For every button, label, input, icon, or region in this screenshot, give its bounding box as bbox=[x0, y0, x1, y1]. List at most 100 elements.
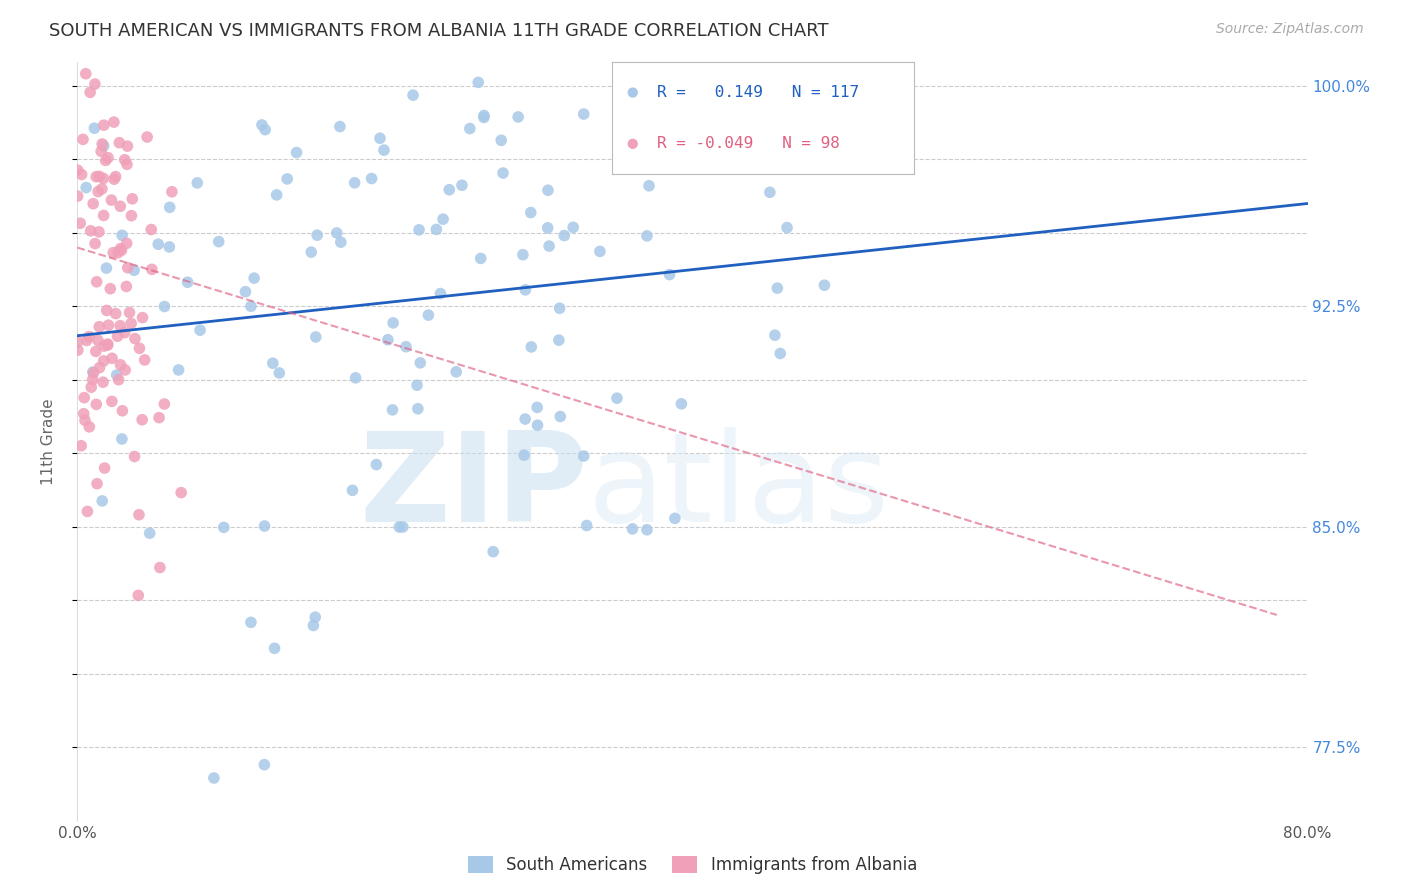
Point bbox=[553, 228, 575, 243]
Point bbox=[115, 279, 138, 293]
Point bbox=[776, 220, 799, 235]
Point bbox=[96, 303, 118, 318]
Point bbox=[111, 228, 134, 243]
Point bbox=[186, 176, 208, 190]
Point bbox=[98, 282, 121, 296]
Point bbox=[621, 136, 644, 151]
Point bbox=[93, 209, 115, 223]
Point bbox=[392, 520, 415, 534]
Point bbox=[472, 108, 495, 122]
Point bbox=[70, 439, 93, 453]
Point bbox=[76, 504, 98, 518]
Point bbox=[212, 520, 235, 534]
Point bbox=[89, 169, 111, 184]
Point bbox=[110, 244, 132, 258]
Point bbox=[188, 323, 211, 337]
Point bbox=[107, 329, 129, 343]
Point bbox=[86, 476, 108, 491]
Point bbox=[90, 145, 112, 159]
Point bbox=[128, 508, 150, 522]
Point bbox=[235, 285, 257, 299]
Point bbox=[86, 275, 108, 289]
Point bbox=[93, 118, 115, 132]
Point bbox=[80, 380, 103, 394]
Point bbox=[91, 182, 114, 196]
Point bbox=[84, 397, 107, 411]
Point bbox=[467, 75, 489, 89]
Point bbox=[79, 85, 101, 99]
Text: R = -0.049   N = 98: R = -0.049 N = 98 bbox=[657, 136, 839, 152]
Legend: South Americans, Immigrants from Albania: South Americans, Immigrants from Albania bbox=[461, 849, 924, 880]
Point bbox=[66, 343, 89, 358]
Point bbox=[122, 263, 145, 277]
Point bbox=[727, 155, 749, 169]
Point bbox=[482, 544, 505, 558]
Point bbox=[127, 588, 149, 602]
Point bbox=[97, 151, 120, 165]
Point bbox=[66, 163, 89, 178]
Point bbox=[285, 145, 308, 160]
Point bbox=[276, 172, 298, 186]
Point bbox=[93, 139, 115, 153]
Y-axis label: 11th Grade: 11th Grade bbox=[42, 398, 56, 485]
Point bbox=[425, 222, 447, 236]
Point bbox=[368, 131, 391, 145]
Point bbox=[70, 168, 93, 182]
Point bbox=[366, 458, 388, 472]
Point bbox=[572, 107, 595, 121]
Point bbox=[381, 402, 404, 417]
Point bbox=[550, 409, 572, 424]
Text: atlas: atlas bbox=[588, 426, 890, 548]
Point bbox=[813, 278, 835, 293]
Point bbox=[76, 334, 98, 348]
Point bbox=[82, 196, 104, 211]
Point bbox=[388, 520, 411, 534]
Point bbox=[87, 185, 110, 199]
Point bbox=[66, 334, 89, 349]
Point bbox=[664, 511, 686, 525]
Point bbox=[572, 449, 595, 463]
Point bbox=[141, 262, 163, 277]
Point bbox=[621, 86, 644, 100]
Point bbox=[636, 523, 658, 537]
Point bbox=[458, 121, 481, 136]
Point bbox=[621, 522, 644, 536]
Point bbox=[153, 300, 176, 314]
Point bbox=[83, 366, 105, 380]
Point bbox=[638, 178, 661, 193]
Point bbox=[406, 401, 429, 416]
Point bbox=[304, 610, 326, 624]
Point bbox=[121, 192, 143, 206]
Point bbox=[329, 120, 352, 134]
Text: R =   0.149   N = 117: R = 0.149 N = 117 bbox=[657, 85, 859, 100]
Point bbox=[537, 220, 560, 235]
Text: ZIP: ZIP bbox=[359, 426, 588, 548]
Point bbox=[671, 397, 693, 411]
Point bbox=[128, 342, 150, 356]
Point bbox=[548, 301, 571, 316]
Point bbox=[89, 319, 111, 334]
Point bbox=[111, 403, 134, 417]
Point bbox=[360, 171, 382, 186]
Point bbox=[302, 618, 325, 632]
Point bbox=[97, 318, 120, 333]
Point bbox=[83, 121, 105, 136]
Point bbox=[108, 136, 131, 150]
Point bbox=[305, 330, 328, 344]
Point bbox=[84, 236, 107, 251]
Point bbox=[100, 193, 122, 207]
Point bbox=[547, 333, 569, 347]
Point bbox=[103, 245, 125, 260]
Point bbox=[84, 77, 107, 91]
Point bbox=[658, 268, 681, 282]
Point bbox=[402, 88, 425, 103]
Point bbox=[110, 242, 132, 256]
Point bbox=[451, 178, 474, 193]
Text: Source: ZipAtlas.com: Source: ZipAtlas.com bbox=[1216, 22, 1364, 37]
Point bbox=[429, 286, 451, 301]
Point bbox=[636, 228, 658, 243]
Point bbox=[141, 222, 163, 236]
Point bbox=[84, 169, 107, 184]
Point bbox=[520, 340, 543, 354]
Text: SOUTH AMERICAN VS IMMIGRANTS FROM ALBANIA 11TH GRADE CORRELATION CHART: SOUTH AMERICAN VS IMMIGRANTS FROM ALBANI… bbox=[49, 22, 828, 40]
